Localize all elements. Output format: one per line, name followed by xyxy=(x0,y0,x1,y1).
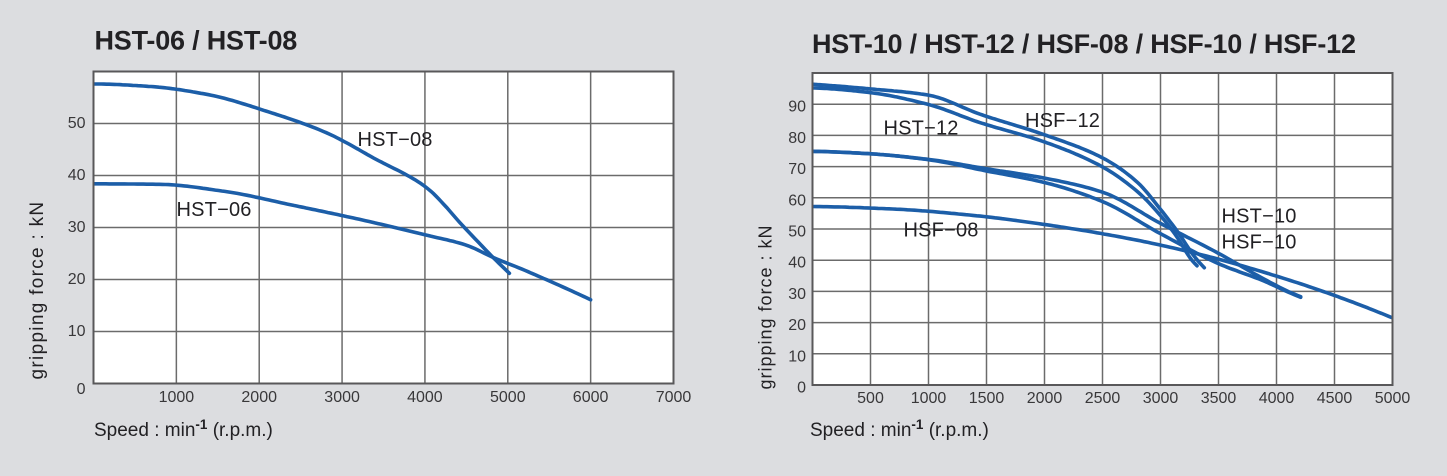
svg-text:50: 50 xyxy=(788,224,806,241)
svg-text:500: 500 xyxy=(857,390,884,407)
svg-text:HST-10 / HST-12 / HSF-08 / HSF: HST-10 / HST-12 / HSF-08 / HSF-10 / HSF-… xyxy=(812,29,1356,59)
svg-text:80: 80 xyxy=(788,130,806,147)
svg-text:90: 90 xyxy=(788,99,806,116)
svg-text:60: 60 xyxy=(788,192,806,209)
svg-text:3500: 3500 xyxy=(1201,390,1237,407)
svg-text:Speed : min-1 (r.p.m.): Speed : min-1 (r.p.m.) xyxy=(94,417,273,441)
svg-text:HST−08: HST−08 xyxy=(358,129,433,151)
svg-text:5000: 5000 xyxy=(490,389,526,406)
svg-text:1000: 1000 xyxy=(159,389,195,406)
svg-text:2000: 2000 xyxy=(1027,390,1063,407)
svg-text:gripping force : kN: gripping force : kN xyxy=(756,224,776,389)
svg-text:30: 30 xyxy=(68,219,86,236)
svg-text:HSF−10: HSF−10 xyxy=(1222,232,1297,254)
svg-text:1500: 1500 xyxy=(969,390,1005,407)
svg-text:2500: 2500 xyxy=(1085,390,1121,407)
svg-text:4500: 4500 xyxy=(1317,390,1353,407)
svg-text:4000: 4000 xyxy=(407,389,443,406)
svg-text:Speed : min-1 (r.p.m.): Speed : min-1 (r.p.m.) xyxy=(810,417,989,441)
svg-text:HST−10: HST−10 xyxy=(1222,206,1297,228)
svg-text:7000: 7000 xyxy=(656,389,692,406)
svg-text:70: 70 xyxy=(788,161,806,178)
svg-text:0: 0 xyxy=(77,381,86,398)
svg-text:20: 20 xyxy=(788,317,806,334)
svg-text:6000: 6000 xyxy=(573,389,609,406)
svg-text:HSF−12: HSF−12 xyxy=(1025,110,1100,132)
svg-text:20: 20 xyxy=(68,271,86,288)
svg-text:2000: 2000 xyxy=(241,389,277,406)
svg-text:10: 10 xyxy=(68,323,86,340)
svg-text:10: 10 xyxy=(788,348,806,365)
svg-text:3000: 3000 xyxy=(1143,390,1179,407)
svg-text:HSF−08: HSF−08 xyxy=(904,220,979,242)
svg-text:50: 50 xyxy=(68,115,86,132)
svg-text:0: 0 xyxy=(797,380,806,397)
svg-text:gripping force : kN: gripping force : kN xyxy=(27,201,48,380)
svg-text:HST−12: HST−12 xyxy=(884,118,959,140)
svg-text:HST−06: HST−06 xyxy=(177,199,252,221)
svg-text:5000: 5000 xyxy=(1375,390,1411,407)
svg-text:HST-06 / HST-08: HST-06 / HST-08 xyxy=(95,26,298,56)
svg-text:3000: 3000 xyxy=(324,389,360,406)
svg-text:30: 30 xyxy=(788,286,806,303)
svg-text:1000: 1000 xyxy=(911,390,947,407)
svg-text:40: 40 xyxy=(68,167,86,184)
svg-text:40: 40 xyxy=(788,255,806,272)
svg-text:4000: 4000 xyxy=(1259,390,1295,407)
